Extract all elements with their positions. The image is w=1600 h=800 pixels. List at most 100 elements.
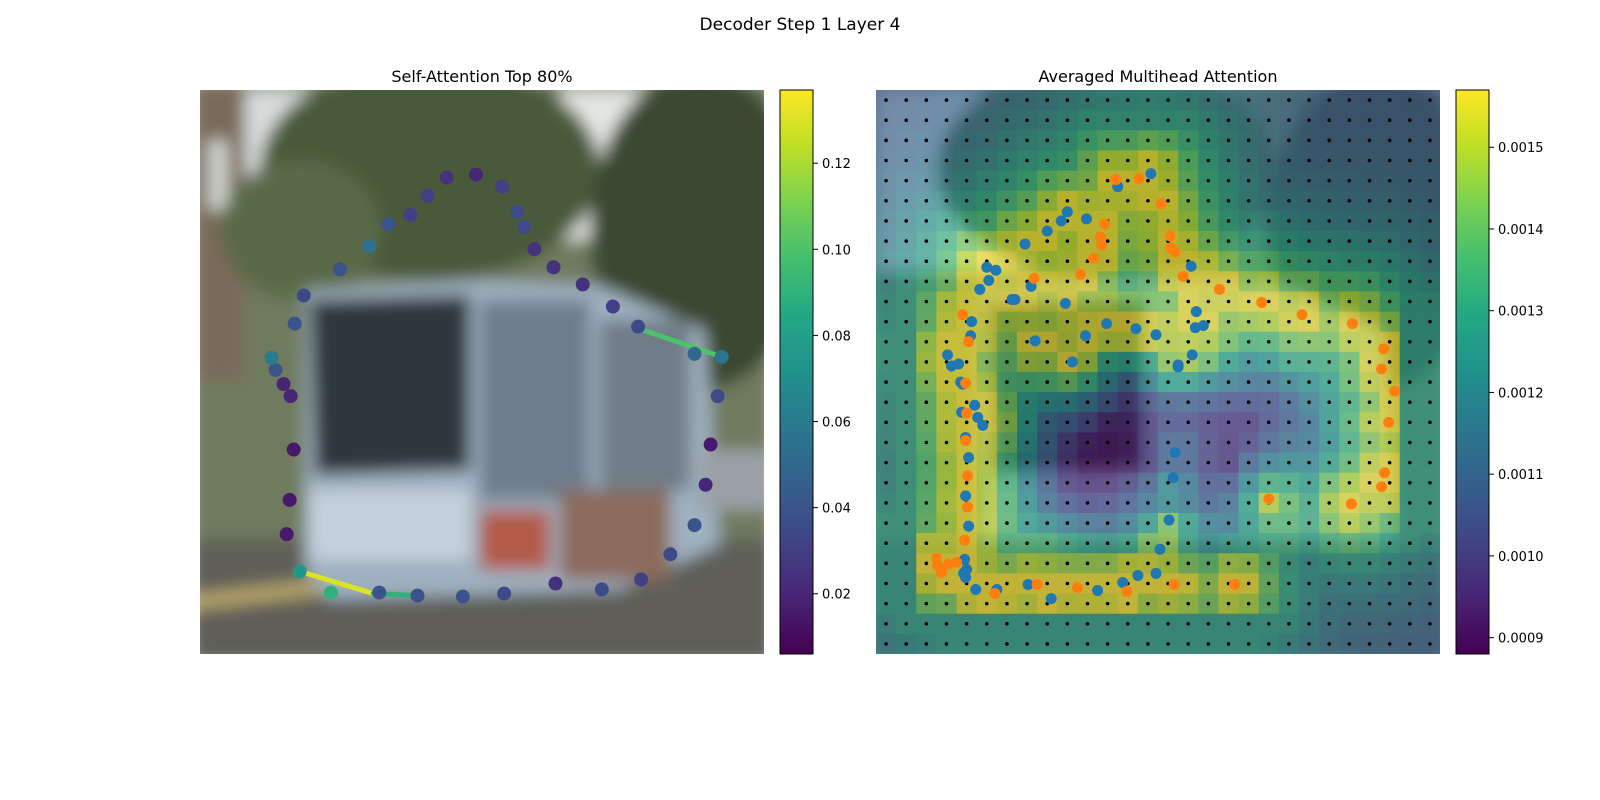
grid-dot	[1125, 480, 1130, 485]
grid-dot	[904, 460, 909, 465]
sampled-point-orange	[1133, 173, 1145, 185]
reference-point-blue	[1185, 260, 1197, 272]
grid-dot	[1367, 279, 1372, 284]
sampled-point-orange	[1088, 252, 1100, 264]
grid-dot	[1186, 541, 1191, 546]
grid-dot	[1146, 420, 1150, 425]
attention-point	[372, 585, 387, 600]
grid-dot	[1166, 138, 1170, 143]
sampled-point-orange	[1389, 385, 1401, 397]
right-title: Averaged Multihead Attention	[1039, 67, 1278, 86]
grid-dot	[1105, 259, 1110, 264]
grid-dot	[1005, 239, 1009, 243]
grid-dot	[1085, 198, 1090, 203]
reference-point-blue	[1197, 320, 1209, 332]
reference-point-blue	[1006, 293, 1018, 305]
grid-dot	[1266, 178, 1271, 183]
grid-dot	[1085, 460, 1090, 465]
grid-dot	[984, 158, 989, 163]
grid-dot	[1347, 521, 1352, 525]
grid-dot	[1287, 299, 1291, 304]
grid-dot	[1407, 259, 1412, 264]
grid-dot	[1266, 601, 1271, 606]
grid-dot	[924, 299, 929, 304]
grid-dot	[1025, 138, 1029, 143]
grid-dot	[1045, 158, 1050, 163]
grid-dot	[1105, 299, 1110, 304]
sampled-point-orange	[957, 309, 969, 321]
grid-dot	[1045, 521, 1050, 525]
grid-dot	[884, 521, 888, 525]
grid-dot	[1327, 118, 1332, 123]
grid-dot	[1246, 460, 1251, 465]
grid-dot	[964, 360, 969, 364]
grid-dot	[1387, 138, 1392, 143]
grid-dot	[1186, 219, 1191, 223]
grid-dot	[1367, 440, 1372, 445]
attention-point	[634, 572, 649, 587]
grid-dot	[1266, 219, 1271, 223]
grid-dot	[1246, 158, 1251, 163]
grid-dot	[1186, 279, 1191, 284]
grid-dot	[1347, 420, 1352, 425]
grid-dot	[1065, 400, 1070, 405]
grid-dot	[984, 299, 989, 304]
grid-dot	[1307, 319, 1311, 324]
grid-dot	[1428, 178, 1432, 183]
grid-dot	[1125, 178, 1130, 183]
grid-dot	[1428, 239, 1432, 243]
grid-dot	[1206, 420, 1211, 425]
grid-dot	[1065, 259, 1070, 264]
grid-dot	[1287, 98, 1291, 102]
reference-point-blue	[1041, 225, 1053, 237]
grid-dot	[1266, 259, 1271, 264]
attention-point	[548, 576, 563, 591]
grid-dot	[1206, 581, 1211, 586]
grid-dot	[1347, 259, 1352, 264]
grid-dot	[1246, 601, 1251, 606]
grid-dot	[924, 420, 929, 425]
grid-dot	[904, 581, 909, 586]
grid-dot	[904, 299, 909, 304]
reference-point-blue	[1190, 306, 1202, 318]
grid-dot	[1226, 601, 1231, 606]
grid-dot	[1307, 239, 1311, 243]
grid-dot	[1206, 460, 1211, 465]
grid-dot	[1226, 380, 1231, 384]
grid-dot	[1206, 440, 1211, 445]
grid-dot	[904, 360, 909, 364]
sampled-point-orange	[1229, 579, 1241, 591]
colorbar-tick-label: 0.0010	[1498, 550, 1544, 565]
grid-dot	[1226, 219, 1231, 223]
grid-dot	[1367, 521, 1372, 525]
grid-dot	[1266, 480, 1271, 485]
grid-dot	[884, 501, 888, 505]
grid-dot	[1226, 561, 1231, 566]
grid-dot	[1327, 138, 1332, 143]
grid-dot	[1085, 299, 1090, 304]
grid-dot	[964, 118, 969, 123]
grid-dot	[1206, 621, 1211, 626]
grid-dot	[1266, 561, 1271, 566]
grid-dot	[1085, 561, 1090, 566]
grid-dot	[1307, 420, 1311, 425]
grid-dot	[1367, 360, 1372, 364]
grid-dot	[1146, 259, 1150, 264]
grid-dot	[924, 178, 929, 183]
grid-dot	[1287, 581, 1291, 586]
grid-dot	[1367, 621, 1372, 626]
grid-dot	[1125, 642, 1130, 646]
grid-dot	[1307, 440, 1311, 445]
right-colorbar: 0.0009 0.0010 0.0011 0.0012 0.0013 0.0014 0.00…	[1455, 89, 1544, 655]
grid-dot	[1407, 158, 1412, 163]
grid-dot	[1407, 239, 1412, 243]
grid-dot	[1125, 279, 1130, 284]
grid-dot	[1166, 621, 1170, 626]
grid-dot	[1206, 541, 1211, 546]
grid-dot	[1166, 118, 1170, 123]
attention-point	[455, 589, 470, 604]
grid-dot	[1407, 501, 1412, 505]
grid-dot	[1045, 299, 1050, 304]
grid-dot	[1428, 319, 1432, 324]
grid-dot	[1065, 601, 1070, 606]
